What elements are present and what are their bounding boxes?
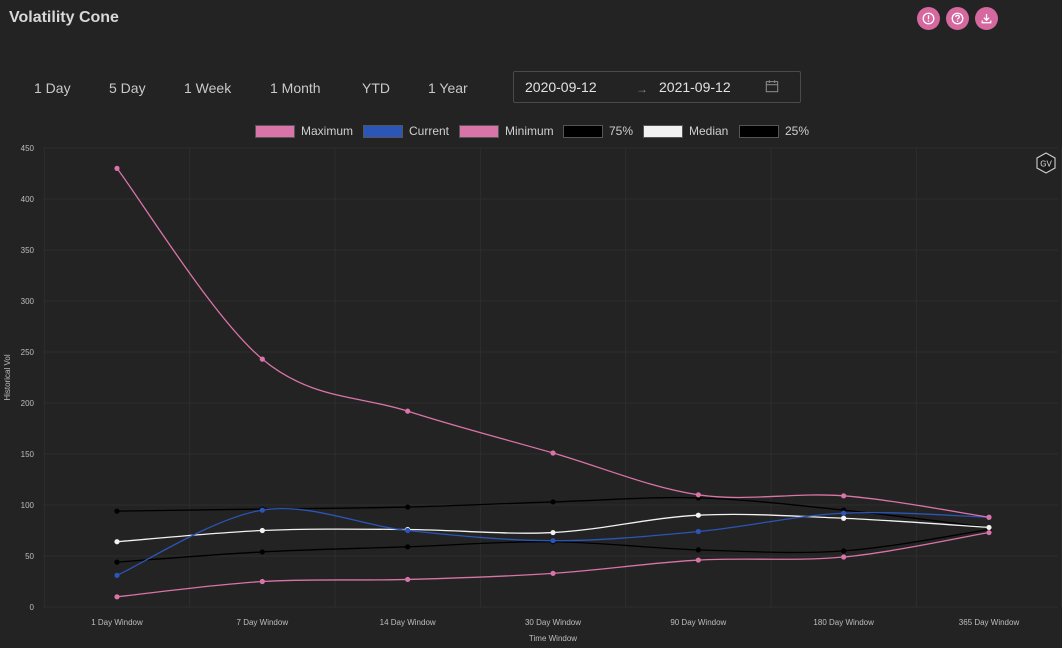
legend-swatch [255, 124, 295, 138]
data-point-maximum [114, 165, 120, 171]
legend-swatch [363, 124, 403, 138]
data-point-current [550, 538, 556, 544]
legend-label: Maximum [301, 124, 354, 138]
data-point-75 [114, 508, 120, 514]
legend-swatch [739, 124, 779, 138]
data-point-minimum [986, 529, 992, 536]
x-tick-label: 180 Day Window [813, 618, 874, 627]
series-line-median [116, 513, 990, 543]
page-title: Volatility Cone [9, 9, 119, 26]
x-tick-label: 90 Day Window [670, 618, 726, 627]
data-point-25 [259, 549, 265, 555]
legend-item-median[interactable]: Median [643, 123, 728, 139]
data-point-median [114, 539, 120, 545]
info-icon [922, 12, 935, 25]
x-tick-label: 7 Day Window [237, 618, 289, 627]
x-axis-title: Time Window [529, 634, 577, 643]
data-point-current [695, 528, 701, 535]
y-tick-label: 400 [21, 195, 35, 204]
data-point-25 [695, 547, 701, 553]
series-line-maximum [116, 168, 990, 518]
data-point-maximum [550, 450, 556, 456]
download-icon [981, 14, 992, 24]
y-axis-title: Historical Vol [3, 354, 12, 400]
data-point-maximum [695, 492, 701, 498]
data-point-minimum [114, 594, 120, 600]
data-point-median [695, 512, 701, 518]
download-button[interactable] [975, 7, 998, 30]
data-point-75 [550, 499, 556, 505]
range-ytd[interactable]: YTD [362, 80, 390, 96]
y-tick-label: 100 [21, 501, 35, 510]
y-tick-label: 200 [21, 399, 35, 408]
legend-label: Current [409, 124, 450, 138]
x-tick-label: 365 Day Window [959, 618, 1020, 627]
legend-item-current[interactable]: Current [363, 123, 449, 139]
x-tick-label: 14 Day Window [380, 618, 436, 627]
legend-item-minimum[interactable]: Minimum [459, 123, 554, 139]
date-separator: → [636, 82, 648, 96]
gv-badge-text: GV [1040, 159, 1052, 168]
y-tick-label: 0 [30, 603, 35, 612]
data-point-maximum [986, 514, 992, 520]
data-point-median [986, 524, 992, 531]
legend-swatch [459, 124, 499, 138]
help-button[interactable] [946, 7, 969, 30]
x-tick-label: 1 Day Window [91, 618, 143, 627]
data-point-current [841, 510, 847, 516]
y-tick-label: 300 [21, 297, 35, 306]
header-actions [917, 7, 998, 30]
data-point-minimum [841, 554, 847, 560]
legend-swatch [643, 124, 683, 138]
data-point-25 [841, 548, 847, 554]
data-point-median [259, 527, 265, 534]
info-button[interactable] [917, 7, 940, 30]
legend-swatch [563, 124, 603, 138]
end-date[interactable]: 2021-09-12 [659, 79, 731, 95]
data-point-current [259, 507, 265, 513]
data-point-75 [405, 504, 411, 510]
range-1-month[interactable]: 1 Month [270, 80, 321, 96]
y-tick-label: 350 [21, 246, 35, 255]
x-tick-label: 30 Day Window [525, 618, 581, 627]
range-1-week[interactable]: 1 Week [184, 80, 232, 96]
date-range-picker[interactable]: 2020-09-12 → 2021-09-12 [513, 71, 801, 103]
legend-item-75[interactable]: 75% [563, 123, 633, 139]
data-point-minimum [405, 576, 411, 583]
data-point-minimum [550, 570, 556, 576]
y-tick-label: 50 [25, 552, 34, 561]
data-point-maximum [405, 408, 411, 414]
gv-badge[interactable]: GV [1035, 152, 1057, 174]
y-tick-label: 150 [21, 450, 35, 459]
range-1-day[interactable]: 1 Day [34, 80, 71, 96]
data-point-median [550, 529, 556, 536]
range-5-day[interactable]: 5 Day [109, 80, 146, 96]
data-point-maximum [841, 493, 847, 499]
legend-label: 25% [785, 124, 810, 138]
data-point-current [114, 572, 120, 578]
legend-label: 75% [609, 124, 634, 138]
data-point-minimum [259, 578, 265, 585]
y-tick-label: 250 [21, 348, 35, 357]
legend-label: Minimum [505, 124, 554, 138]
legend-label: Median [689, 124, 729, 138]
start-date[interactable]: 2020-09-12 [525, 79, 597, 95]
data-point-maximum [259, 356, 265, 362]
calendar-icon[interactable] [765, 79, 779, 93]
data-point-minimum [695, 557, 701, 563]
data-point-25 [405, 544, 411, 550]
data-point-current [405, 527, 411, 534]
range-1-year[interactable]: 1 Year [428, 80, 468, 96]
legend-item-25[interactable]: 25% [739, 123, 809, 139]
data-point-25 [114, 559, 120, 565]
chart-legend: Maximum Current Minimum 75% Median 25% [0, 123, 1062, 139]
legend-item-maximum[interactable]: Maximum [255, 123, 353, 139]
y-tick-label: 450 [21, 144, 35, 153]
help-icon [951, 12, 964, 25]
data-point-median [841, 515, 847, 521]
